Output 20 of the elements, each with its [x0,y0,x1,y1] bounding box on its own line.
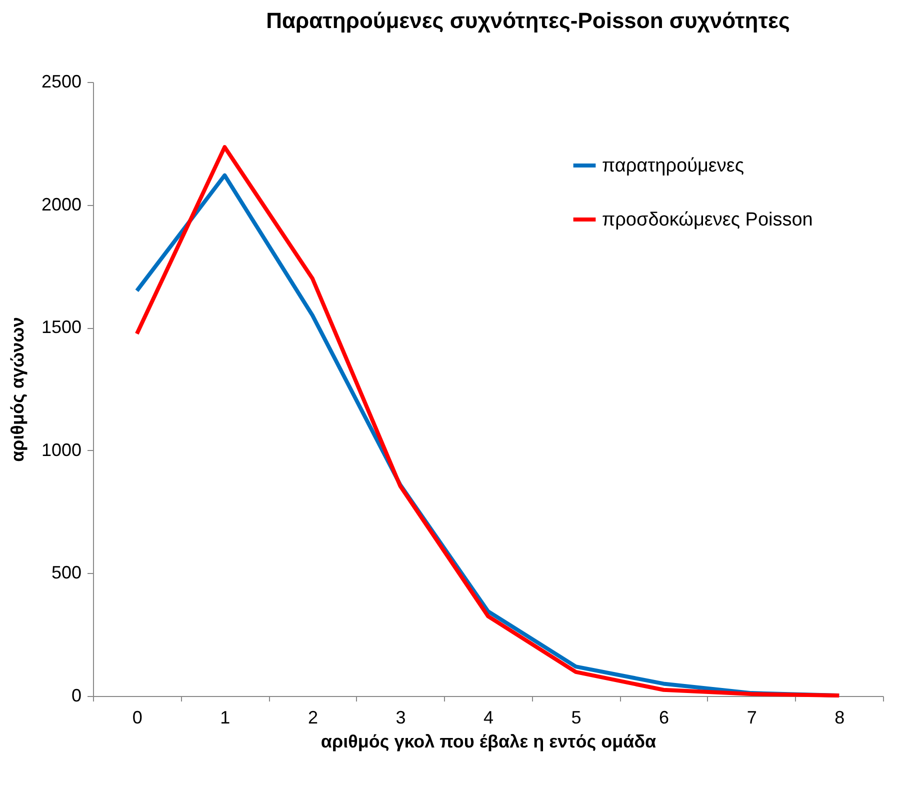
legend-label: προσδοκώμενες Poisson [602,210,813,230]
x-tick-label: 5 [571,708,582,728]
y-tick-label: 2500 [41,72,82,92]
x-axis-title: αριθμός γκολ που έβαλε η εντός ομάδα [320,732,656,752]
y-tick-label: 1500 [41,317,82,338]
y-tick-label: 0 [71,686,82,706]
y-axis-title: αριθμός αγώνων [7,317,28,462]
legend-label: παρατηρούμενες [602,156,744,176]
x-tick-label: 0 [132,708,142,728]
x-tick-label: 4 [483,708,494,728]
x-tick-label: 6 [659,708,670,728]
x-tick-label: 3 [396,708,406,728]
x-tick-label: 7 [746,708,757,728]
y-tick-label: 2000 [41,194,82,214]
y-tick-label: 1000 [41,440,82,460]
y-tick-label: 500 [51,562,82,583]
x-tick-label: 2 [308,708,318,728]
x-tick-label: 8 [834,708,845,728]
chart-title: Παρατηρούμενες συχνότητες-Poisson συχνότητες [266,8,790,33]
x-tick-label: 1 [220,708,230,728]
